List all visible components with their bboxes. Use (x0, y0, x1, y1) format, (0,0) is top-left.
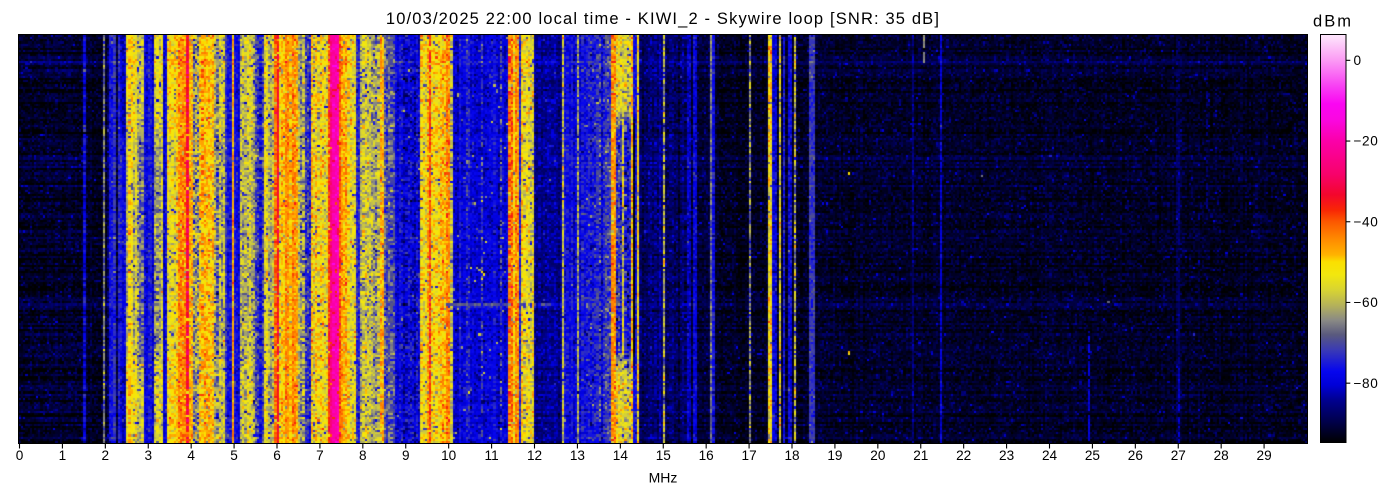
svg-text:24: 24 (1042, 448, 1058, 463)
svg-text:18: 18 (784, 448, 799, 463)
svg-text:25: 25 (1085, 448, 1100, 463)
svg-text:10: 10 (441, 448, 457, 463)
svg-text:0: 0 (1354, 53, 1362, 68)
svg-text:5: 5 (230, 448, 238, 463)
svg-text:10/03/2025 22:00 local time -: 10/03/2025 22:00 local time - KIWI_2 - S… (386, 10, 940, 28)
svg-text:11: 11 (485, 448, 499, 463)
svg-text:12: 12 (527, 448, 542, 463)
svg-text:MHz: MHz (649, 469, 678, 485)
svg-text:29: 29 (1257, 448, 1272, 463)
svg-text:21: 21 (913, 448, 928, 463)
svg-text:23: 23 (999, 448, 1014, 463)
svg-text:26: 26 (1128, 448, 1143, 463)
svg-text:14: 14 (613, 448, 629, 463)
svg-text:13: 13 (570, 448, 585, 463)
svg-text:3: 3 (144, 448, 152, 463)
svg-text:22: 22 (956, 448, 971, 463)
svg-text:−40: −40 (1354, 214, 1379, 229)
svg-text:4: 4 (187, 448, 195, 463)
svg-text:0: 0 (16, 448, 24, 463)
svg-text:2: 2 (102, 448, 110, 463)
svg-text:16: 16 (699, 448, 714, 463)
svg-text:−20: −20 (1354, 134, 1379, 149)
svg-text:8: 8 (359, 448, 367, 463)
svg-text:19: 19 (827, 448, 842, 463)
svg-text:7: 7 (316, 448, 324, 463)
svg-text:−60: −60 (1354, 295, 1379, 310)
svg-text:20: 20 (870, 448, 886, 463)
svg-text:6: 6 (273, 448, 281, 463)
svg-text:1: 1 (59, 448, 67, 463)
svg-text:27: 27 (1171, 448, 1186, 463)
svg-text:−80: −80 (1354, 376, 1379, 391)
svg-text:9: 9 (402, 448, 410, 463)
svg-text:17: 17 (742, 448, 757, 463)
svg-text:28: 28 (1214, 448, 1229, 463)
svg-text:dBm: dBm (1313, 13, 1353, 31)
svg-text:15: 15 (656, 448, 671, 463)
